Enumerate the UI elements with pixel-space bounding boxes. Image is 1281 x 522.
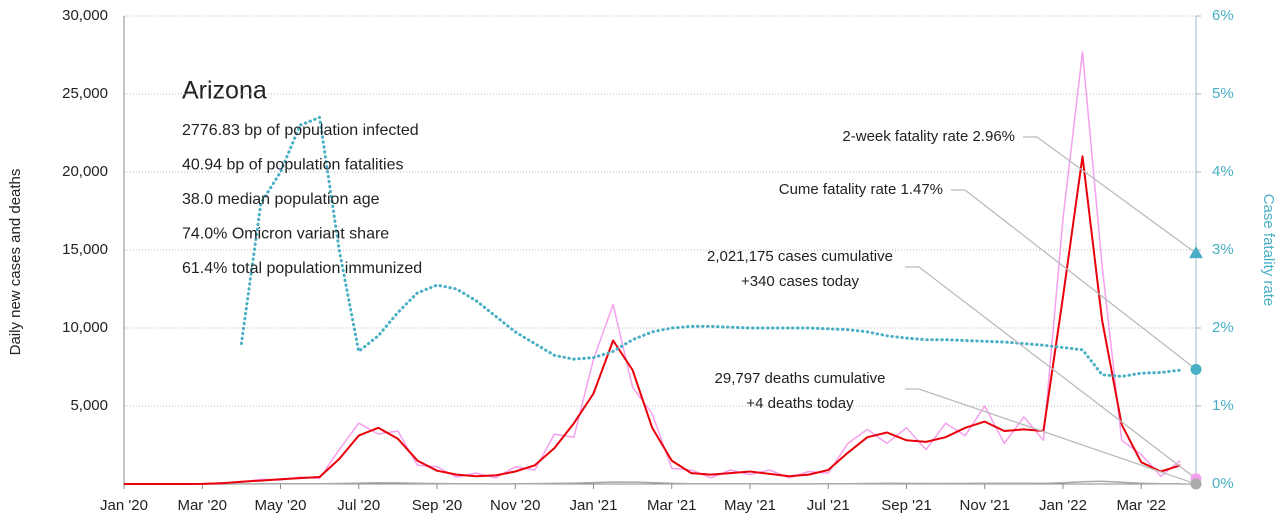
x-tick-label: Jan '20 xyxy=(100,497,148,514)
y2-tick-label: 6% xyxy=(1212,7,1234,24)
y-tick-label: 20,000 xyxy=(62,163,108,180)
leader-line xyxy=(905,266,1197,480)
x-tick-label: Sep '21 xyxy=(881,497,931,514)
annotation: 29,797 deaths cumulative xyxy=(715,370,886,387)
series-line xyxy=(124,155,1181,485)
y-tick-label: 15,000 xyxy=(62,241,108,258)
info-line: 40.94 bp of population fatalities xyxy=(182,157,404,174)
y2-tick-label: 0% xyxy=(1212,475,1234,492)
annotation: Cume fatality rate 1.47% xyxy=(779,181,943,198)
info-line: 2776.83 bp of population infected xyxy=(182,122,419,139)
y2-tick-label: 2% xyxy=(1212,319,1234,336)
y2-tick-label: 1% xyxy=(1212,397,1234,414)
y2-tick-label: 4% xyxy=(1212,163,1234,180)
info-line: 74.0% Omicron variant share xyxy=(182,226,389,243)
x-tick-label: Mar '20 xyxy=(177,497,227,514)
x-tick-label: Jul '21 xyxy=(807,497,850,514)
marker xyxy=(1189,246,1203,259)
y2-tick-label: 5% xyxy=(1212,85,1234,102)
y-tick-label: 25,000 xyxy=(62,85,108,102)
annotation: +4 deaths today xyxy=(746,395,854,412)
x-tick-label: May '21 xyxy=(724,497,776,514)
y-tick-label: 10,000 xyxy=(62,319,108,336)
x-tick-label: Jul '20 xyxy=(337,497,380,514)
series-line xyxy=(124,51,1181,485)
x-tick-label: May '20 xyxy=(254,497,306,514)
x-tick-label: Nov '20 xyxy=(490,497,540,514)
annotation: +340 cases today xyxy=(741,273,860,290)
y-axis-label: Daily new cases and deaths xyxy=(7,169,24,356)
info-title: Arizona xyxy=(182,77,267,105)
y-tick-label: 30,000 xyxy=(62,7,108,24)
info-line: 61.4% total population immunized xyxy=(182,260,422,277)
y-tick-label: 5,000 xyxy=(70,397,108,414)
x-tick-label: Jan '22 xyxy=(1039,497,1087,514)
annotation: 2,021,175 cases cumulative xyxy=(707,248,893,265)
y2-axis-label: Case fatality rate xyxy=(1260,194,1277,307)
series-line xyxy=(124,480,1181,485)
marker xyxy=(1190,478,1202,490)
x-tick-label: Mar '21 xyxy=(647,497,697,514)
marker xyxy=(1190,363,1202,375)
x-tick-label: Mar '22 xyxy=(1116,497,1166,514)
info-line: 38.0 median population age xyxy=(182,191,380,208)
leader-line xyxy=(951,189,1197,370)
x-tick-label: Sep '20 xyxy=(412,497,462,514)
x-tick-label: Nov '21 xyxy=(960,497,1010,514)
leader-line xyxy=(1023,136,1197,254)
leader-line xyxy=(905,388,1197,485)
y2-tick-label: 3% xyxy=(1212,241,1234,258)
x-tick-label: Jan '21 xyxy=(570,497,618,514)
annotation: 2-week fatality rate 2.96% xyxy=(842,128,1015,145)
